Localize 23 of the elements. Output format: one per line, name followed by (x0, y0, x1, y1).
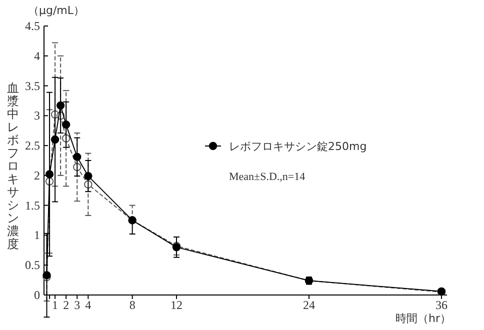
x-tick-label: 36 (435, 298, 448, 312)
y-tick-label: 1.5 (25, 198, 40, 212)
legend-label: レボフロキサシン錠250mg (229, 140, 367, 153)
x-tick-label: 24 (302, 298, 315, 312)
x-tick-label: 8 (129, 298, 136, 312)
x-tick-label: 1 (52, 298, 58, 312)
y-tick-label: 0.5 (25, 258, 40, 272)
x-tick-label: 12 (170, 298, 182, 312)
y-tick-label: 4.5 (25, 19, 40, 33)
annotation: Mean±S.D.,n=14 (229, 171, 306, 183)
x-tick-label: 4 (85, 298, 92, 312)
y-tick-label: 4 (34, 48, 40, 63)
text: （μg/mL） (28, 4, 85, 17)
y-tick-label: 2 (34, 168, 40, 182)
x-tick-label: 3 (74, 298, 80, 312)
y-tick-label: 3 (34, 108, 40, 123)
x-tick-label: 2 (63, 298, 70, 312)
y-tick-label: 3.5 (25, 78, 40, 93)
y-tick-label: 2.5 (25, 138, 40, 153)
text: 血漿中レボフロキサシン濃度 (7, 81, 19, 251)
y-tick-label: 1 (34, 228, 40, 242)
x-axis-title: 時間（hr） (396, 312, 451, 325)
y-tick-label: 0 (34, 288, 40, 302)
